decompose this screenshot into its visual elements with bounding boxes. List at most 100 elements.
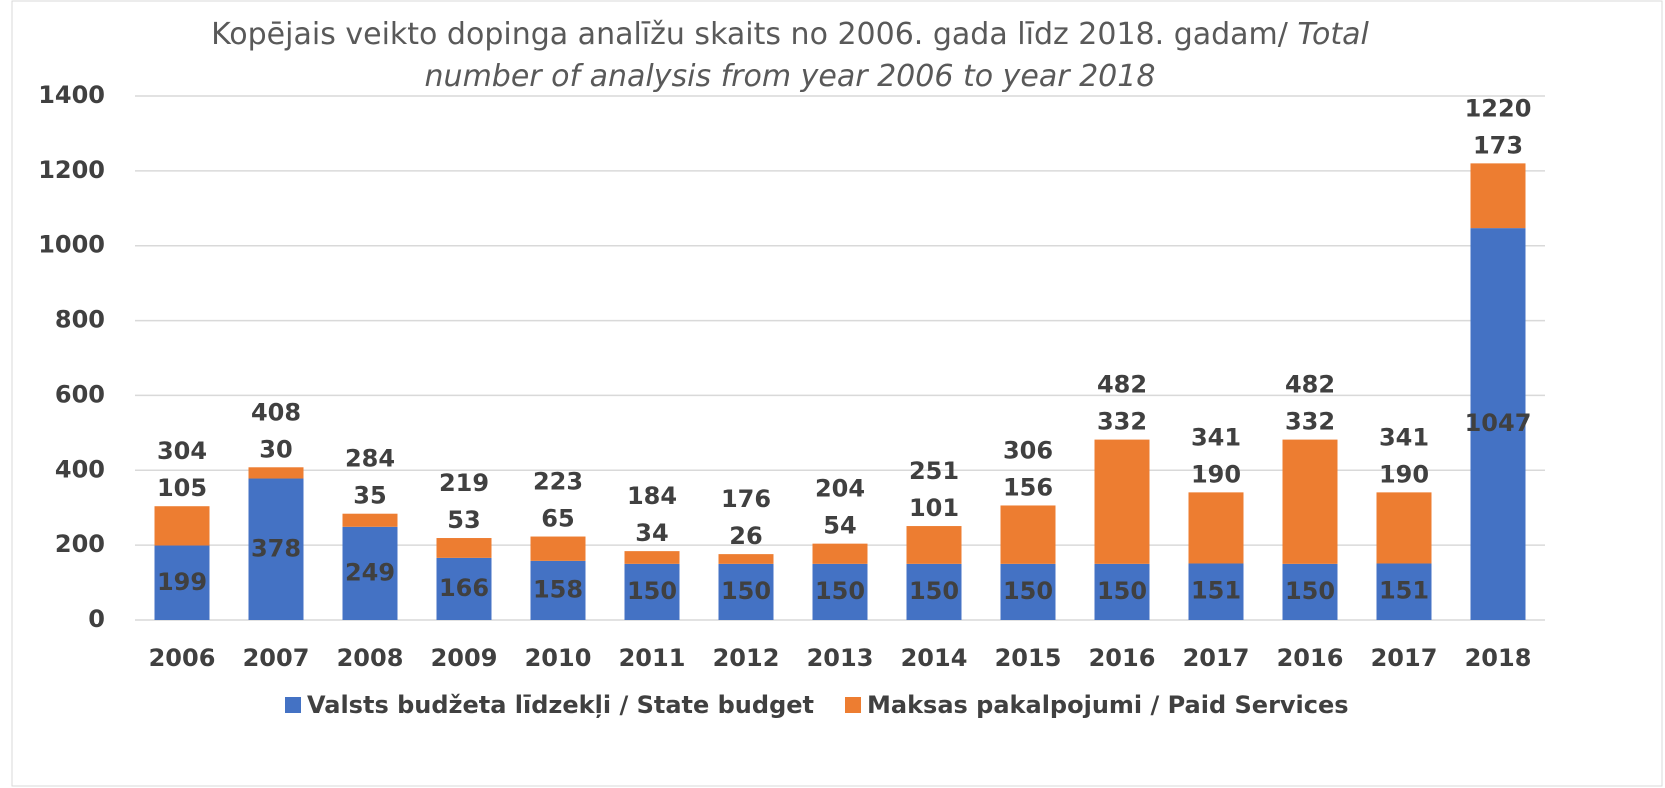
total-label: 341 [1191,423,1241,451]
total-label: 1220 [1465,94,1532,122]
data-label: 65 [541,505,574,533]
legend-swatch [845,697,861,713]
data-label: 54 [823,512,856,540]
bar-segment [1470,228,1526,620]
total-label: 204 [815,475,865,503]
x-tick-label: 2007 [243,644,310,672]
data-label: 151 [1191,577,1241,605]
data-label: 35 [353,482,386,510]
y-tick-label: 0 [88,605,105,633]
bar-segment [1376,563,1432,620]
bar-segment [1094,439,1150,564]
bar-segment [1282,439,1338,564]
bar-segment [436,538,492,558]
x-tick-label: 2016 [1089,644,1156,672]
x-tick-label: 2006 [149,644,216,672]
total-label: 304 [157,437,207,465]
bar-segment [718,554,774,564]
data-label: 150 [1003,577,1053,605]
y-tick-label: 200 [55,530,105,558]
x-tick-label: 2014 [901,644,968,672]
bar-segment [906,563,962,620]
chart-border [11,0,1663,787]
total-label: 223 [533,468,583,496]
bar-segment [1188,563,1244,620]
bar-segment [1000,563,1056,620]
legend-swatch [285,697,301,713]
data-label: 199 [157,568,207,596]
data-label: 332 [1097,408,1147,436]
legend-label: Maksas pakalpojumi / Paid Services [867,691,1349,719]
data-label: 158 [533,575,583,603]
data-label: 30 [259,435,292,463]
y-tick-label: 800 [55,306,105,334]
total-label: 251 [909,457,959,485]
x-tick-label: 2017 [1371,644,1438,672]
y-tick-label: 1000 [38,231,105,259]
bar-segment [530,536,586,561]
total-label: 482 [1097,371,1147,399]
title-italic: Total number of analysis from year 2006 … [424,17,1369,94]
data-label: 156 [1003,473,1053,501]
y-tick-label: 600 [55,380,105,408]
x-tick-label: 2010 [525,644,592,672]
x-tick-label: 2008 [337,644,404,672]
bar-segment [718,563,774,620]
data-label: 151 [1379,577,1429,605]
data-label: 150 [1285,577,1335,605]
y-tick-label: 1400 [38,81,105,109]
x-tick-label: 2011 [619,644,686,672]
bar-segment [1282,563,1338,620]
bar-segment [624,563,680,620]
total-label: 284 [345,445,395,473]
bar-segment [1094,563,1150,620]
total-label: 306 [1003,436,1053,464]
x-tick-label: 2016 [1277,644,1344,672]
data-label: 378 [251,534,301,562]
total-label: 219 [439,469,489,497]
data-label: 53 [447,506,480,534]
data-label: 26 [729,522,762,550]
data-label: 173 [1473,131,1523,159]
legend-label: Valsts budžeta līdzekļi / State budget [307,691,814,719]
bar-segment [812,563,868,620]
data-label: 101 [909,494,959,522]
x-tick-label: 2009 [431,644,498,672]
y-tick-label: 400 [55,455,105,483]
bar-segment [1000,505,1056,564]
data-label: 150 [721,577,771,605]
data-label: 332 [1285,408,1335,436]
bar-segment [1470,163,1526,229]
bar-segment [154,545,210,620]
bar-segment [342,526,398,620]
bar-segment [1376,492,1432,564]
bar-segment [1188,492,1244,564]
total-label: 184 [627,482,677,510]
bar-segment [812,543,868,564]
bar-segment [248,467,304,479]
x-tick-label: 2017 [1183,644,1250,672]
data-label: 190 [1191,460,1241,488]
title-text: Kopējais veikto dopinga analīžu skaits n… [211,17,1288,52]
x-tick-label: 2013 [807,644,874,672]
x-tick-label: 2012 [713,644,780,672]
x-tick-label: 2018 [1465,644,1532,672]
bar-segment [154,506,210,546]
total-label: 341 [1379,423,1429,451]
y-tick-label: 1200 [38,156,105,184]
bar-segment [436,557,492,620]
chart-title: Kopējais veikto dopinga analīžu skaits n… [170,14,1410,98]
data-label: 249 [345,558,395,586]
data-label: 150 [1097,577,1147,605]
data-label: 150 [627,577,677,605]
total-label: 176 [721,485,771,513]
data-label: 105 [157,474,207,502]
bar-segment [906,526,962,564]
x-tick-label: 2015 [995,644,1062,672]
bar-segment [248,478,304,620]
data-label: 190 [1379,460,1429,488]
bar-segment [530,560,586,620]
data-label: 166 [439,574,489,602]
